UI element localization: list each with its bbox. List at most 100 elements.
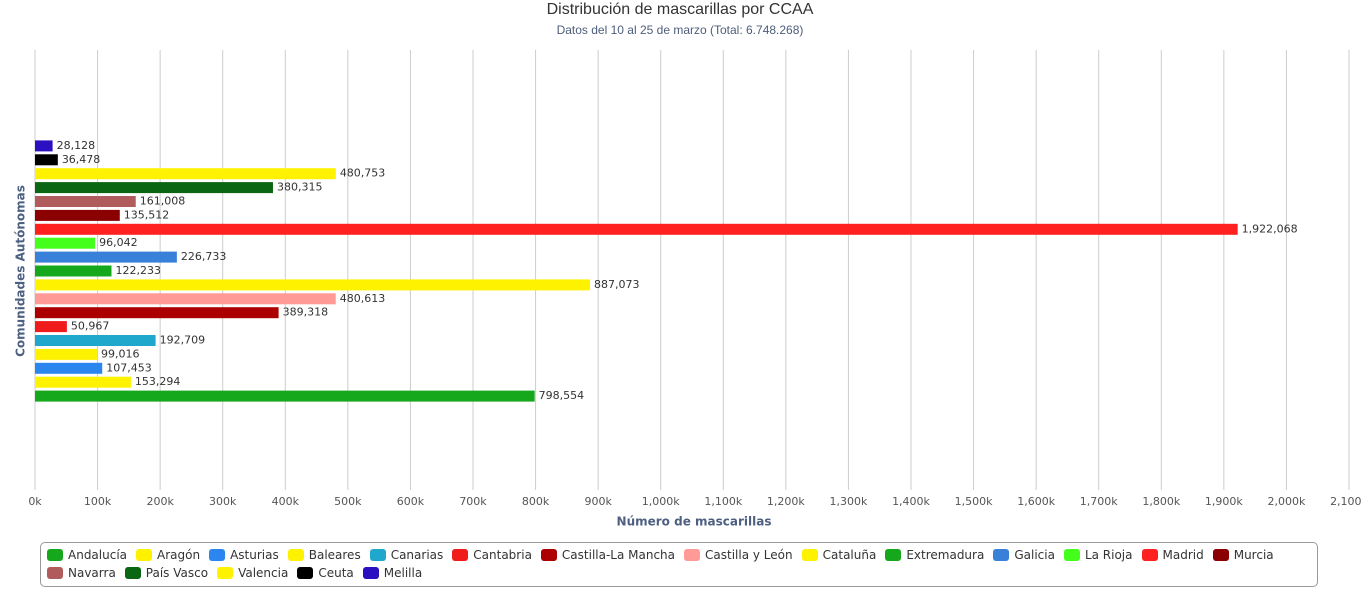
x-tick-label: 2,000k (1267, 495, 1305, 508)
legend-item[interactable]: La Rioja (1063, 546, 1133, 564)
legend-swatch (209, 549, 226, 561)
legend-label: Valencia (238, 566, 289, 580)
value-label: 50,967 (71, 320, 110, 333)
legend-swatch (885, 549, 902, 561)
legend-swatch (993, 549, 1010, 561)
legend-label: Melilla (383, 566, 423, 580)
legend-swatch (1141, 549, 1158, 561)
legend-item[interactable]: Castilla-La Mancha (540, 546, 676, 564)
legend-swatch (684, 549, 701, 561)
value-label: 389,318 (283, 306, 329, 319)
x-tick-label: 1,000k (642, 495, 680, 508)
x-tick-label: 1,600k (1017, 495, 1055, 508)
x-tick-label: 1,700k (1080, 495, 1118, 508)
legend-label: Canarias (390, 548, 444, 562)
legend-item[interactable]: Galicia (993, 546, 1055, 564)
legend-label: Castilla-La Mancha (561, 548, 676, 562)
x-tick-label: 200k (146, 495, 174, 508)
value-label: 122,233 (115, 264, 161, 277)
bar (35, 140, 53, 152)
value-label: 99,016 (101, 347, 139, 360)
value-label: 1,922,068 (1242, 222, 1298, 235)
value-label: 96,042 (99, 236, 138, 249)
legend-label: Cantabria (473, 548, 532, 562)
x-tick-label: 1,100k (704, 495, 742, 508)
legend-label: Extremadura (906, 548, 985, 562)
legend-label: Andalucía (68, 548, 128, 562)
bar (35, 376, 131, 388)
legend-swatch (1212, 549, 1229, 561)
chart-title: Distribución de mascarillas por CCAA (547, 1, 814, 18)
legend-swatch (297, 567, 314, 579)
value-label: 161,008 (140, 195, 186, 208)
value-label: 192,709 (160, 334, 206, 347)
legend-item[interactable]: Melilla (362, 564, 423, 582)
x-tick-label: 700k (459, 495, 487, 508)
legend-item[interactable]: Murcia (1212, 546, 1274, 564)
value-label: 887,073 (594, 278, 640, 291)
value-label: 380,315 (277, 181, 323, 194)
legend-item[interactable]: Aragón (136, 546, 200, 564)
legend-item[interactable]: Madrid (1141, 546, 1204, 564)
bar (35, 321, 67, 333)
x-axis-title: Número de mascarillas (617, 515, 772, 529)
bar (35, 390, 535, 402)
bar (35, 293, 336, 305)
x-tick-label: 1,400k (892, 495, 930, 508)
x-tick-label: 1,900k (1205, 495, 1243, 508)
bar (35, 335, 156, 346)
value-label: 480,613 (340, 292, 386, 305)
legend-swatch (124, 567, 141, 579)
legend-label: Murcia (1233, 548, 1274, 562)
legend-label: Madrid (1162, 548, 1204, 562)
legend-label: Castilla y León (705, 548, 793, 562)
legend-item[interactable]: Asturias (209, 546, 279, 564)
x-tick-label: 500k (334, 495, 362, 508)
legend-swatch (47, 549, 63, 561)
bar (35, 223, 1238, 235)
x-tick-label: 0k (28, 495, 42, 508)
bar (35, 237, 96, 249)
legend-item[interactable]: Extremadura (885, 546, 984, 564)
legend-label: La Rioja (1084, 548, 1133, 562)
legend-item[interactable]: Ceuta (297, 564, 354, 582)
legend-item[interactable]: Cataluña (801, 546, 876, 564)
legend-item[interactable]: Navarra (47, 564, 116, 582)
legend-label: Ceuta (318, 566, 354, 580)
x-tick-label: 1,800k (1142, 495, 1180, 508)
legend-item[interactable]: Cantabria (452, 546, 532, 564)
value-label: 107,453 (106, 361, 152, 374)
legend-swatch (217, 567, 234, 579)
legend-item[interactable]: Andalucía (47, 546, 127, 564)
value-label: 36,478 (62, 153, 101, 166)
bar (35, 168, 336, 180)
legend-swatch (47, 567, 63, 579)
legend-item[interactable]: País Vasco (124, 564, 209, 582)
legend-item[interactable]: Valencia (217, 564, 288, 582)
value-label: 28,128 (57, 139, 96, 152)
x-tick-label: 1,200k (767, 495, 805, 508)
bar (35, 307, 279, 319)
bar (35, 362, 103, 374)
chart: Distribución de mascarillas por CCAA Dat… (14, 1, 1362, 529)
legend-swatch (362, 567, 379, 579)
value-label: 135,512 (124, 208, 170, 221)
legend-item[interactable]: Castilla y León (684, 546, 793, 564)
legend-item[interactable]: Canarias (369, 546, 444, 564)
x-tick-label: 2,100k (1330, 495, 1362, 508)
value-label: 226,733 (181, 250, 227, 263)
x-tick-label: 400k (272, 495, 300, 508)
x-tick-label: 1,300k (829, 495, 867, 508)
bar (35, 279, 591, 291)
chart-subtitle: Datos del 10 al 25 de marzo (Total: 6.74… (557, 23, 804, 37)
x-tick-label: 300k (209, 495, 237, 508)
legend-label: País Vasco (145, 566, 209, 580)
bar (35, 265, 112, 277)
legend-swatch (287, 549, 304, 561)
x-tick-label: 800k (522, 495, 550, 508)
value-label: 480,753 (340, 167, 386, 180)
legend-item[interactable]: Baleares (287, 546, 361, 564)
x-tick-label: 100k (84, 495, 112, 508)
legend-label: Galicia (1014, 548, 1055, 562)
